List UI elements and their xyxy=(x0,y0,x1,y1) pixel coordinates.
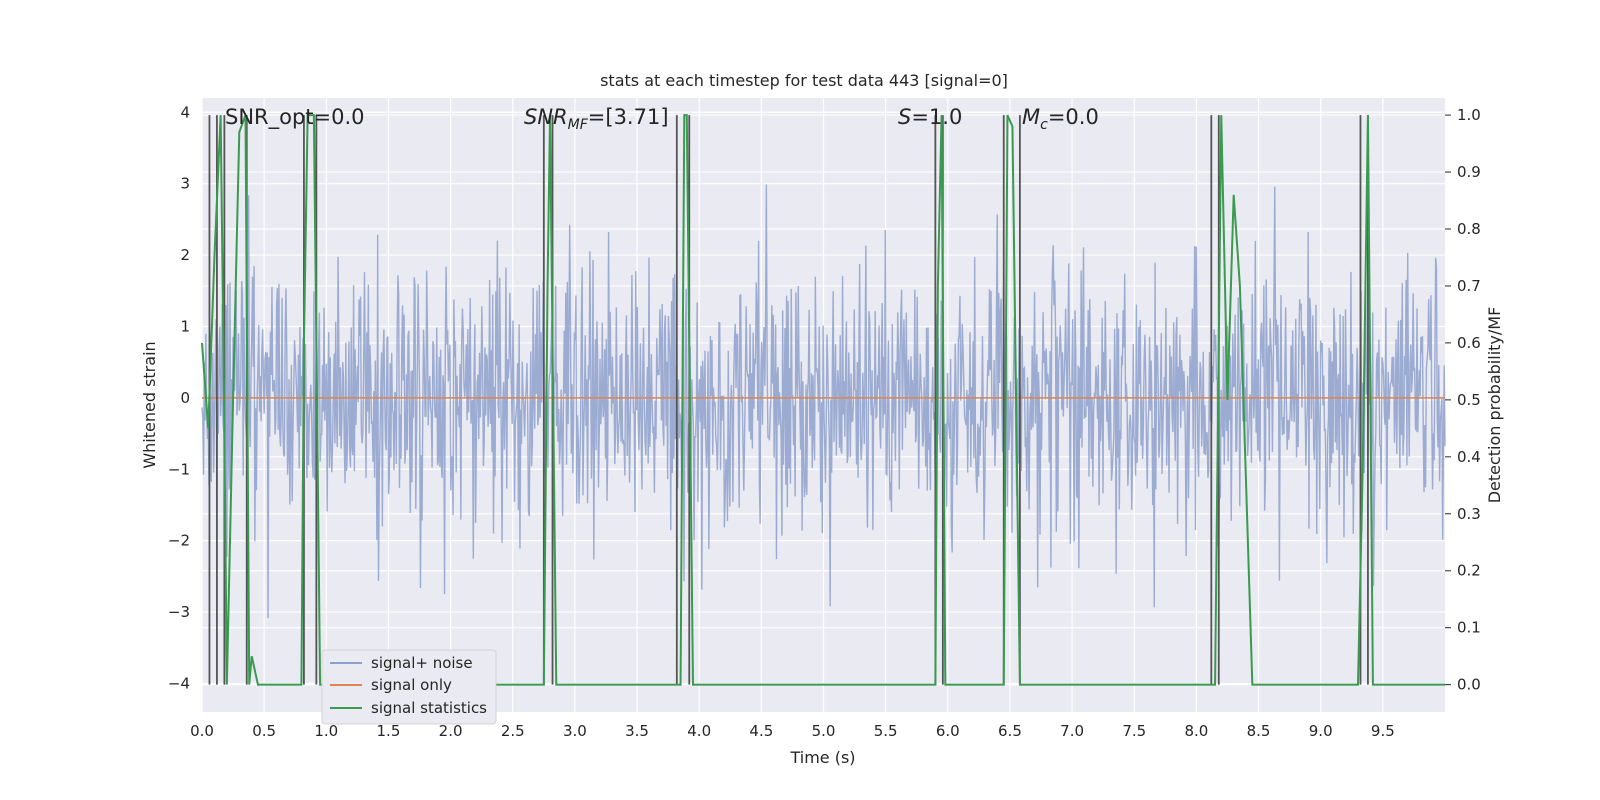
x-tick-label: 3.5 xyxy=(625,722,649,740)
x-axis-label: Time (s) xyxy=(789,748,855,767)
annotation-mc: Mc=0.0 xyxy=(1022,105,1099,133)
y-right-tick-label: 0.2 xyxy=(1457,562,1481,580)
legend-label-signal: signal only xyxy=(371,676,452,694)
y-left-tick-label: −2 xyxy=(168,532,190,550)
x-tick-label: 2.5 xyxy=(501,722,525,740)
y-right-tick-label: 0.1 xyxy=(1457,619,1481,637)
legend: signal+ noise signal only signal statist… xyxy=(321,649,497,725)
y-axis-right-label: Detection probability/MF xyxy=(1485,307,1504,504)
y-left-tick-label: 3 xyxy=(180,175,190,193)
y-left-tick-label: 1 xyxy=(180,317,190,335)
x-tick-label: 9.5 xyxy=(1371,722,1395,740)
x-tick-label: 0.0 xyxy=(190,722,214,740)
annotation-snr-mf: SNRMF=[3.71] xyxy=(524,105,669,133)
x-tick-label: 2.0 xyxy=(439,722,463,740)
legend-label-stats: signal statistics xyxy=(371,699,487,717)
x-tick-label: 7.0 xyxy=(1060,722,1084,740)
x-tick-label: 5.0 xyxy=(812,722,836,740)
y-axis-left-ticks: 4 3 2 1 0 −1 −2 −3 −4 xyxy=(168,103,190,692)
x-tick-label: 3.0 xyxy=(563,722,587,740)
y-right-tick-label: 0.4 xyxy=(1457,448,1481,466)
x-tick-label: 1.5 xyxy=(377,722,401,740)
x-tick-label: 6.0 xyxy=(936,722,960,740)
x-tick-label: 8.5 xyxy=(1247,722,1271,740)
x-axis-ticks: 0.0 0.5 1.0 1.5 2.0 2.5 3.0 3.5 4.0 4.5 5.0 5.5 6.0 6… xyxy=(190,722,1395,740)
series-line-signal-plus-noise xyxy=(201,184,1446,618)
chart-title: stats at each timestep for test data 443… xyxy=(600,71,1008,90)
x-tick-label: 8.0 xyxy=(1184,722,1208,740)
y-left-tick-label: −3 xyxy=(168,603,190,621)
annotation-snr-opt: SNR_opt=0.0 xyxy=(225,105,365,130)
y-right-tick-label: 0.3 xyxy=(1457,505,1481,523)
y-axis-left-label: Whitened strain xyxy=(140,341,159,468)
y-right-tick-label: 0.7 xyxy=(1457,277,1481,295)
series-signal-plus-noise xyxy=(201,184,1446,618)
y-right-tick-label: 0.9 xyxy=(1457,163,1481,181)
x-tick-label: 9.0 xyxy=(1309,722,1333,740)
y-right-tick-label: 0.6 xyxy=(1457,334,1481,352)
legend-label-noise: signal+ noise xyxy=(371,654,473,672)
x-tick-label: 5.5 xyxy=(874,722,898,740)
y-left-tick-label: 4 xyxy=(180,103,190,121)
y-left-tick-label: 0 xyxy=(180,389,190,407)
y-axis-right-ticks: 1.0 0.9 0.8 0.7 0.6 0.5 0.4 0.3 0.2 0.1 0.0 xyxy=(1445,106,1481,694)
x-tick-label: 4.5 xyxy=(749,722,773,740)
y-left-tick-label: 2 xyxy=(180,246,190,264)
series-signal-statistics xyxy=(201,114,1445,686)
x-tick-label: 6.5 xyxy=(998,722,1022,740)
annotation-s: S=1.0 xyxy=(898,105,962,129)
y-right-tick-label: 1.0 xyxy=(1457,106,1481,124)
y-right-tick-label: 0.5 xyxy=(1457,391,1481,409)
y-left-tick-label: −1 xyxy=(168,460,190,478)
y-right-tick-label: 0.8 xyxy=(1457,220,1481,238)
x-tick-label: 4.0 xyxy=(687,722,711,740)
series-line-signal-statistics xyxy=(201,114,1445,686)
x-tick-label: 0.5 xyxy=(252,722,276,740)
legend-box xyxy=(321,649,497,725)
y-right-tick-label: 0.0 xyxy=(1457,676,1481,694)
x-tick-label: 7.5 xyxy=(1122,722,1146,740)
y-left-tick-label: −4 xyxy=(168,674,190,692)
x-tick-label: 1.0 xyxy=(314,722,338,740)
